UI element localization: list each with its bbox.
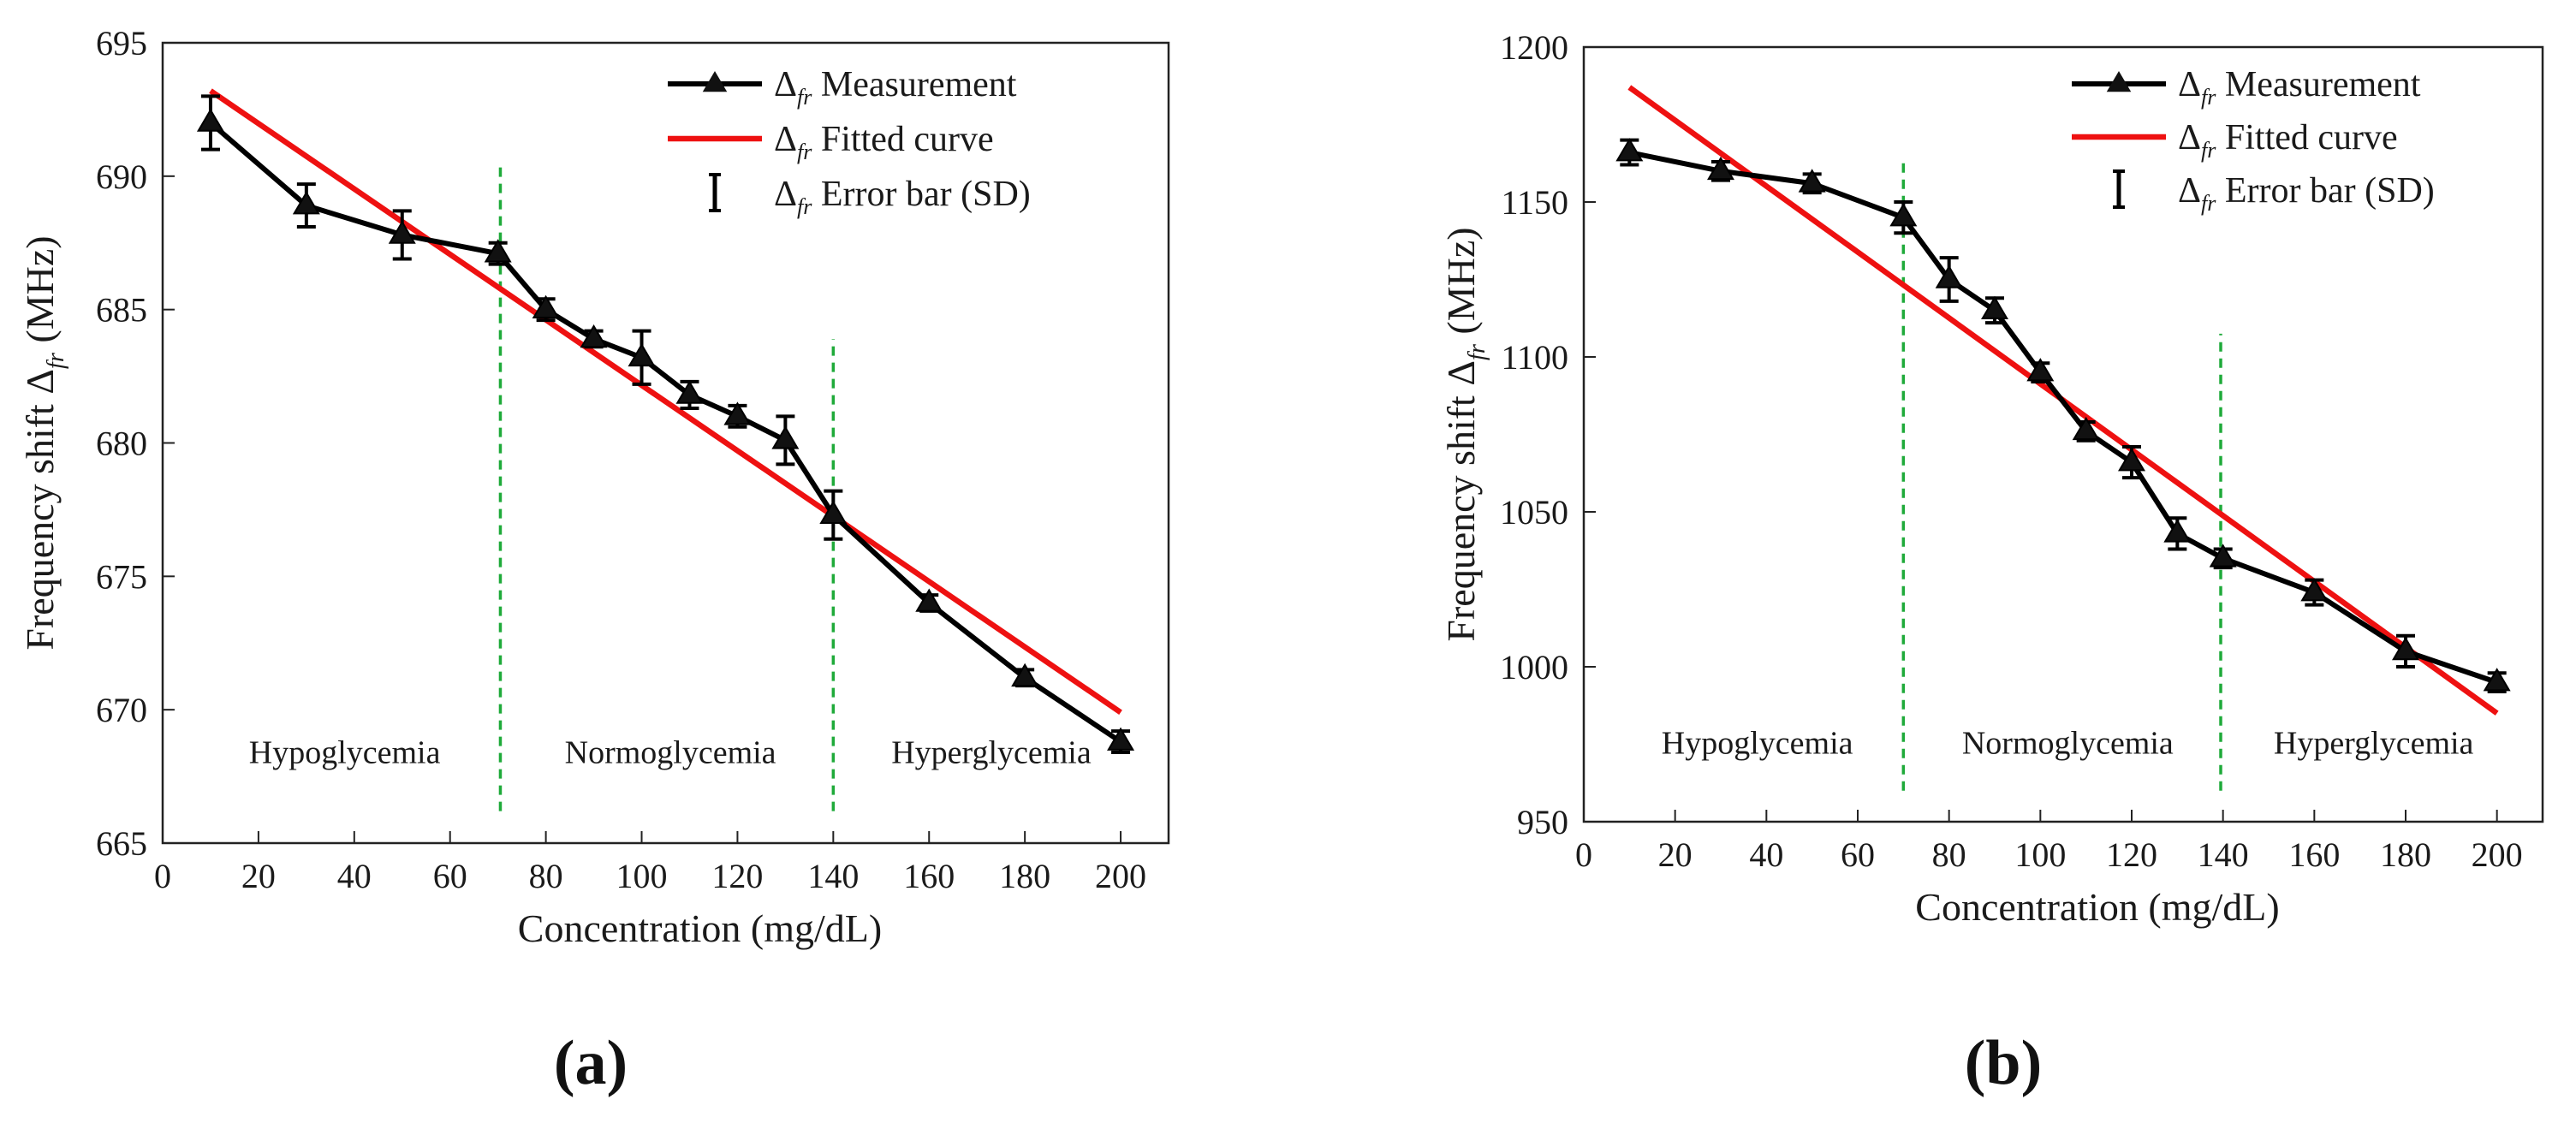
data-point — [1107, 727, 1135, 751]
x-tick-label: 60 — [433, 857, 467, 895]
x-tick-label: 200 — [1095, 857, 1146, 895]
region-label: Hypoglycemia — [1662, 725, 1853, 761]
region-label: Hypoglycemia — [249, 735, 441, 771]
data-point — [1981, 295, 2008, 319]
y-axis-title: Frequency shift Δfr (MHz) — [18, 235, 69, 650]
data-point — [2163, 519, 2192, 543]
data-point — [388, 220, 416, 244]
x-tick-label: 180 — [999, 857, 1050, 895]
x-tick-label: 40 — [1749, 835, 1783, 874]
y-tick-label: 675 — [96, 557, 147, 596]
x-tick-label: 140 — [2198, 835, 2249, 874]
measurement-line — [208, 121, 1122, 745]
region-label: Normoglycemia — [565, 735, 776, 771]
data-point — [675, 380, 704, 404]
data-point — [292, 191, 320, 215]
x-tick-label: 120 — [711, 857, 763, 895]
y-tick-label: 950 — [1517, 803, 1568, 841]
legend-entry: Δfr Fitted curve — [774, 120, 994, 164]
x-tick-label: 0 — [154, 857, 171, 895]
data-point — [196, 108, 224, 132]
data-point — [2300, 578, 2329, 602]
data-point — [771, 425, 800, 449]
region-label: Normoglycemia — [1962, 725, 2174, 761]
region-label: Hyperglycemia — [891, 735, 1092, 771]
x-tick-label: 140 — [807, 857, 859, 895]
data-point — [1707, 156, 1734, 181]
x-tick-label: 80 — [529, 857, 563, 895]
fitted-curve — [209, 88, 1122, 715]
x-tick-label: 20 — [241, 857, 276, 895]
plot-frame — [1582, 45, 2544, 823]
data-point — [2118, 448, 2145, 472]
data-point — [2209, 544, 2237, 567]
x-axis-title: Concentration (mg/dL) — [518, 906, 882, 950]
data-point — [2483, 668, 2511, 692]
data-point — [1011, 663, 1039, 687]
data-point — [1615, 138, 1644, 162]
data-point — [1935, 264, 1963, 288]
panel-label-b: (b) — [1964, 1028, 2043, 1098]
y-tick-label: 695 — [96, 24, 147, 62]
y-tick-label: 670 — [96, 691, 147, 729]
legend-entry: Δfr Measurement — [774, 65, 1017, 110]
y-tick-label: 1100 — [1501, 338, 1568, 377]
legend-marker — [702, 71, 728, 92]
data-point — [819, 500, 848, 524]
y-tick-label: 1000 — [1500, 648, 1568, 686]
x-tick-label: 180 — [2380, 835, 2431, 874]
x-tick-label: 80 — [1932, 835, 1966, 874]
chart-panel-a: 0 20 40 60 80 100 120 140 160 180 200 665 670 675 680 6… — [18, 24, 1170, 950]
x-tick-label: 100 — [616, 857, 668, 895]
panel-label-a: (a) — [553, 1028, 628, 1098]
legend-entry: Δfr Fitted curve — [2178, 118, 2398, 163]
x-tick-label: 160 — [903, 857, 955, 895]
y-tick-label: 685 — [96, 291, 147, 330]
data-point — [580, 324, 608, 348]
y-tick-label: 1150 — [1501, 183, 1568, 222]
x-tick-label: 120 — [2106, 835, 2157, 874]
legend-entry: Δfr Error bar (SD) — [2178, 171, 2435, 216]
data-point — [1798, 169, 1826, 193]
legend-entry: Δfr Error bar (SD) — [774, 175, 1031, 219]
chart-panel-b: 0 20 40 60 80 100 120 140 160 180 200 950 1000 1050 11… — [1439, 28, 2544, 929]
data-point — [915, 588, 943, 612]
legend-marker — [2106, 71, 2132, 92]
y-tick-label: 1050 — [1500, 493, 1568, 532]
x-tick-label: 40 — [337, 857, 372, 895]
data-point — [2026, 358, 2055, 382]
x-tick-label: 100 — [2014, 835, 2066, 874]
measurement-line — [1628, 150, 2498, 685]
data-point — [628, 342, 656, 367]
region-label: Hyperglycemia — [2274, 725, 2474, 761]
data-point — [2392, 636, 2419, 661]
x-axis-title: Concentration (mg/dL) — [1915, 885, 2279, 929]
data-point — [484, 239, 512, 263]
y-tick-label: 690 — [96, 157, 147, 196]
data-point — [723, 401, 752, 425]
data-point — [1889, 203, 1918, 227]
x-tick-label: 20 — [1658, 835, 1693, 874]
data-point — [2072, 416, 2100, 441]
y-axis-title: Frequency shift Δfr (MHz) — [1439, 227, 1490, 641]
x-tick-label: 200 — [2472, 835, 2523, 874]
x-tick-label: 60 — [1841, 835, 1875, 874]
legend-entry: Δfr Measurement — [2178, 65, 2421, 110]
y-tick-label: 1200 — [1500, 28, 1568, 67]
y-tick-label: 680 — [96, 425, 147, 463]
x-tick-label: 0 — [1575, 835, 1592, 874]
data-point — [532, 294, 560, 318]
x-tick-label: 160 — [2288, 835, 2340, 874]
y-tick-label: 665 — [96, 824, 147, 863]
